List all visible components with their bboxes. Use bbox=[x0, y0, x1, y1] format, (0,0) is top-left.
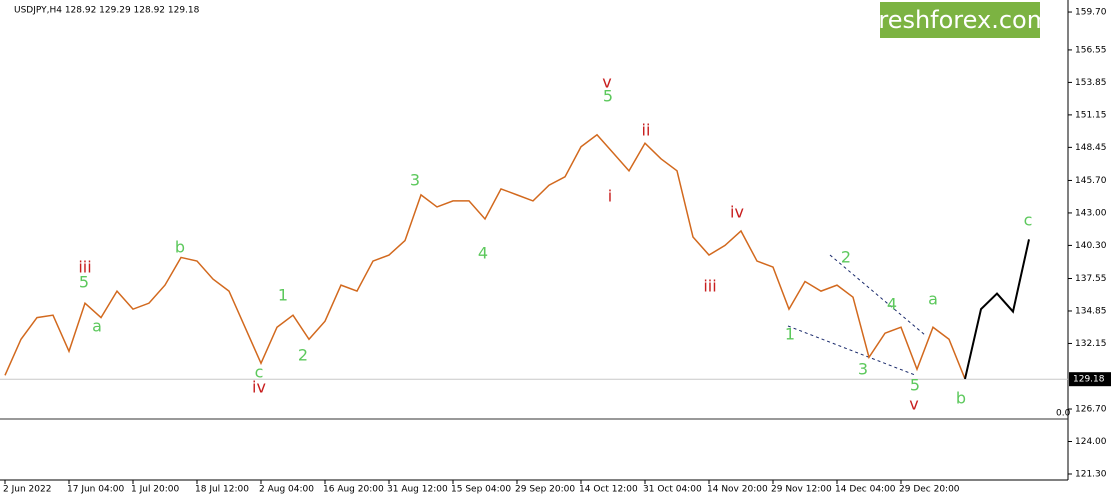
wave-label: 1 bbox=[278, 286, 288, 305]
x-tick-label: 2 Aug 04:00 bbox=[259, 485, 314, 495]
x-tick-label: 29 Dec 20:00 bbox=[899, 485, 960, 495]
x-tick-label: 31 Oct 04:00 bbox=[643, 485, 702, 495]
wave-label: iii bbox=[78, 258, 91, 277]
logo-box bbox=[880, 2, 1040, 38]
wave-label: v bbox=[909, 395, 918, 414]
wave-label: 3 bbox=[410, 171, 420, 190]
y-tick-label: 132.15 bbox=[1075, 339, 1107, 349]
price-line bbox=[4, 133, 966, 380]
x-tick-label: 1 Jul 20:00 bbox=[131, 485, 180, 495]
x-tick-label: 2 Jun 2022 bbox=[3, 485, 51, 495]
wedge-line bbox=[787, 325, 916, 376]
y-tick-label: 156.55 bbox=[1075, 45, 1107, 55]
x-tick-label: 17 Jun 04:00 bbox=[67, 485, 124, 495]
y-tick-label: 134.85 bbox=[1075, 306, 1107, 316]
wave-label: c bbox=[255, 363, 264, 382]
logo: freshforex.com bbox=[870, 6, 1050, 34]
wave-label: ii bbox=[642, 121, 651, 140]
y-tick-label: 159.70 bbox=[1075, 8, 1107, 18]
wave-label: 4 bbox=[478, 244, 488, 263]
wave-label: 5 bbox=[603, 87, 613, 106]
wave-label: b bbox=[956, 389, 966, 408]
x-tick-label: 14 Nov 20:00 bbox=[707, 485, 768, 495]
y-tick-label: 137.55 bbox=[1075, 274, 1107, 284]
wave-label: 2 bbox=[841, 248, 851, 267]
x-tick-label: 31 Aug 12:00 bbox=[387, 485, 448, 495]
wave-label: 2 bbox=[298, 346, 308, 365]
wave-label: b bbox=[175, 238, 185, 257]
x-tick-label: 18 Jul 12:00 bbox=[195, 485, 249, 495]
x-tick-label: 14 Oct 12:00 bbox=[579, 485, 638, 495]
wave-label: a bbox=[928, 290, 938, 309]
wave-label: iv bbox=[252, 378, 266, 397]
last-price-box bbox=[1069, 372, 1111, 387]
wave-label: v bbox=[602, 73, 611, 92]
fib-label: 0.0 bbox=[1056, 409, 1071, 419]
wave-label: 5 bbox=[79, 273, 89, 292]
y-tick-label: 121.30 bbox=[1075, 469, 1107, 479]
price-line bbox=[964, 239, 1030, 380]
wave-label: 4 bbox=[887, 295, 897, 314]
y-tick-label: 140.30 bbox=[1075, 241, 1107, 251]
wave-label: i bbox=[608, 187, 612, 206]
x-tick-label: 15 Sep 04:00 bbox=[451, 485, 511, 495]
chart-title: USDJPY,H4 128.92 129.29 128.92 129.18 bbox=[14, 6, 200, 16]
wave-label: iii bbox=[703, 277, 716, 296]
y-tick-label: 143.00 bbox=[1075, 208, 1107, 218]
wave-label: c bbox=[1024, 211, 1033, 230]
x-tick-label: 29 Nov 12:00 bbox=[771, 485, 832, 495]
y-tick-label: 145.70 bbox=[1075, 176, 1107, 186]
wedge-line bbox=[829, 254, 926, 336]
y-tick-label: 151.15 bbox=[1075, 110, 1107, 120]
y-tick-label: 126.70 bbox=[1075, 405, 1107, 415]
wave-label: 5 bbox=[910, 376, 920, 395]
last-price-label: 129.18 bbox=[1073, 375, 1105, 385]
wave-label: iv bbox=[730, 203, 744, 222]
x-tick-label: 29 Sep 20:00 bbox=[515, 485, 575, 495]
x-tick-label: 16 Aug 20:00 bbox=[323, 485, 384, 495]
y-tick-label: 153.85 bbox=[1075, 78, 1107, 88]
wave-label: 3 bbox=[858, 360, 868, 379]
x-tick-label: 14 Dec 04:00 bbox=[835, 485, 896, 495]
wave-label: 1 bbox=[785, 325, 795, 344]
wave-label: a bbox=[92, 317, 102, 336]
y-tick-label: 124.00 bbox=[1075, 437, 1107, 447]
y-tick-label: 148.45 bbox=[1075, 143, 1107, 153]
